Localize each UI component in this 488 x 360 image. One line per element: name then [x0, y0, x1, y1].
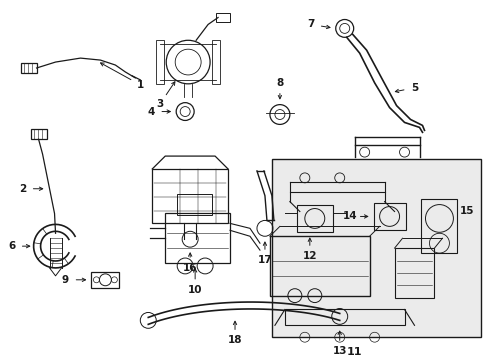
Text: 9: 9	[62, 275, 69, 285]
Bar	[373, 203, 405, 230]
Bar	[165, 213, 229, 263]
Bar	[152, 169, 227, 224]
Bar	[271, 159, 480, 337]
Text: 16: 16	[183, 263, 197, 273]
Text: 17: 17	[257, 255, 272, 265]
Text: 7: 7	[306, 19, 314, 30]
Bar	[285, 310, 404, 325]
Text: 4: 4	[147, 107, 155, 117]
Text: 11: 11	[346, 347, 362, 357]
Bar	[212, 40, 220, 84]
Bar	[216, 13, 229, 22]
Text: 8: 8	[276, 78, 283, 88]
Bar	[31, 129, 46, 139]
Text: 10: 10	[187, 285, 202, 295]
Text: 1: 1	[136, 80, 143, 90]
Text: 5: 5	[410, 83, 417, 93]
Bar	[269, 236, 369, 296]
Bar	[156, 40, 164, 84]
Text: 2: 2	[19, 184, 26, 194]
Text: 6: 6	[8, 241, 15, 251]
Bar	[20, 63, 37, 73]
Text: 18: 18	[227, 335, 242, 345]
Bar	[421, 199, 456, 253]
Text: 3: 3	[156, 99, 163, 109]
Text: 12: 12	[302, 251, 316, 261]
Text: 14: 14	[342, 211, 356, 221]
Text: 13: 13	[332, 346, 346, 356]
Bar	[177, 194, 212, 216]
Text: 15: 15	[458, 206, 473, 216]
Bar	[91, 272, 119, 288]
Bar	[296, 204, 332, 232]
Bar	[394, 248, 433, 298]
